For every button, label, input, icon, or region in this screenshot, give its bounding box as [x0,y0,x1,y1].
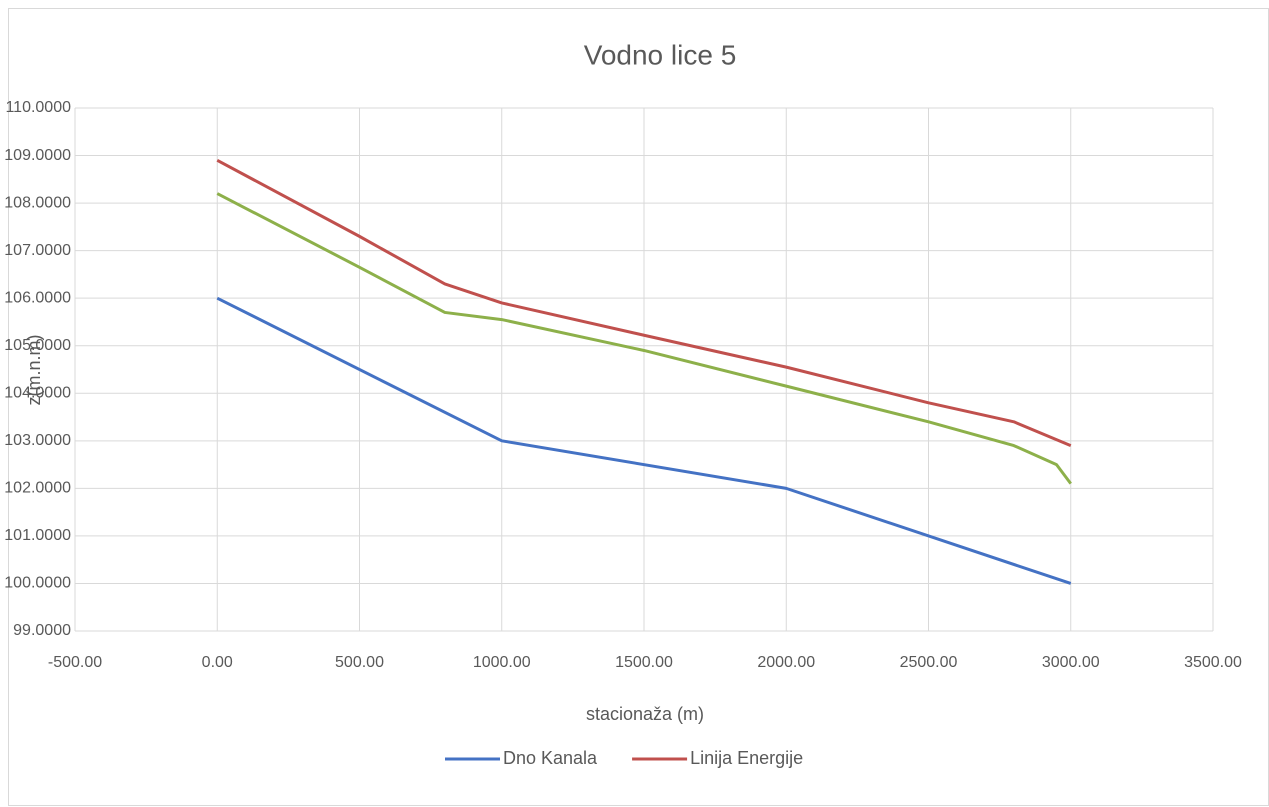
series-line [216,192,1072,485]
y-tick-label: 105.0000 [4,337,71,354]
y-tick-label: 101.0000 [4,527,71,544]
legend-label: Linija Energije [690,748,803,768]
y-tick-label: 103.0000 [4,432,71,449]
series-line [216,158,1072,447]
x-tick-label: 3500.00 [1184,654,1242,671]
legend-label: Dno Kanala [503,748,598,768]
y-tick-label: 104.0000 [4,384,71,401]
y-tick-label: 110.0000 [5,99,71,116]
y-axis-title: z(m.n.m) [24,335,44,406]
y-tick-label: 109.0000 [4,147,71,164]
x-axis-title: stacionaža (m) [586,704,704,724]
y-tick-label: 106.0000 [4,289,71,306]
chart-border [8,8,1269,806]
series-line [216,296,1072,585]
x-tick-label: 1500.00 [615,654,673,671]
x-tick-label: 2000.00 [757,654,815,671]
x-tick-label: 500.00 [335,654,384,671]
y-tick-label: 107.0000 [4,242,71,259]
y-tick-label: 99.0000 [13,622,71,639]
x-tick-label: 0.00 [202,654,233,671]
x-tick-label: 3000.00 [1042,654,1100,671]
x-tick-label: 2500.00 [900,654,958,671]
y-tick-label: 108.0000 [4,194,71,211]
x-tick-label: -500.00 [48,654,102,671]
y-tick-label: 100.0000 [4,575,71,592]
chart-title: Vodno lice 5 [584,39,737,70]
x-tick-label: 1000.00 [473,654,531,671]
y-tick-label: 102.0000 [4,480,71,497]
